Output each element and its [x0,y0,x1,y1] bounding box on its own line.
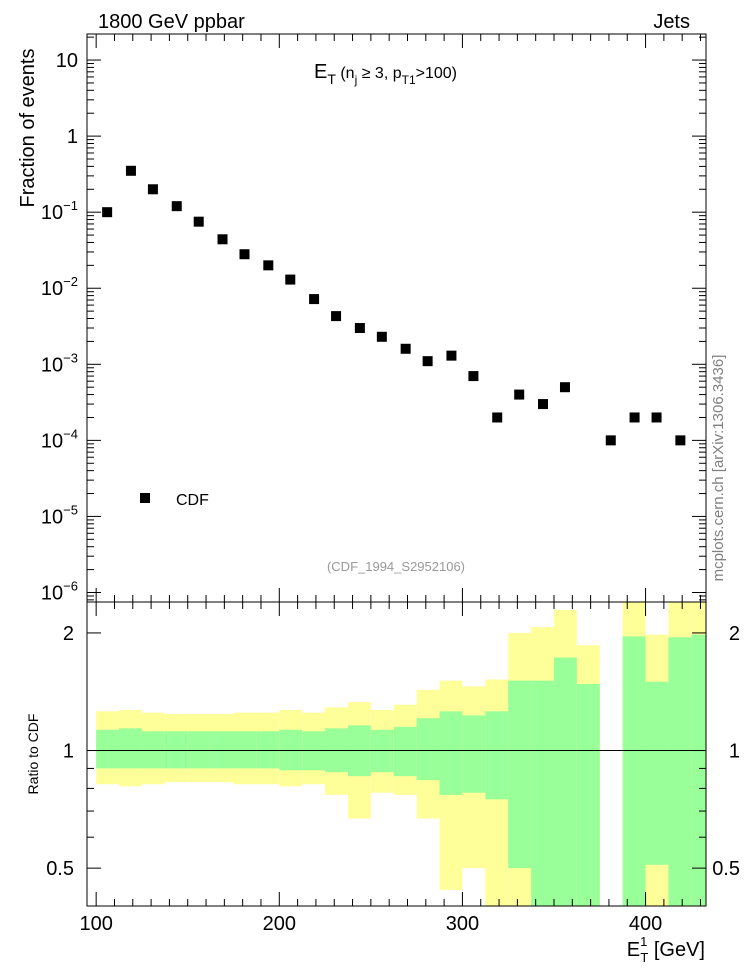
main-y-tick-label: 10−6 [41,578,78,604]
legend: CDF [140,492,209,509]
xlabel-rest: [GeV] [648,939,705,961]
xlabel-main: E [627,939,640,961]
ratio-band-inner [508,680,532,869]
ratio-band-inner [439,711,463,795]
x-axis-label: E1 T [GeV] [627,934,705,965]
data-point [400,343,411,354]
legend-marker [140,493,150,503]
data-point [217,234,228,245]
data-point [376,331,387,342]
legend-label: CDF [176,492,209,509]
ratio-band-inner [531,680,554,906]
ratio-y-tick-label: 2 [63,623,74,645]
header-right-label: Jets [653,11,690,33]
xlabel-sup: 1 [640,934,647,949]
ratio-band-inner [210,731,234,769]
x-tick-label: 300 [446,913,479,935]
title-sub3: T1 [402,73,416,87]
data-point [102,207,113,218]
ratio-y-tick-label-right: 0.5 [712,858,740,880]
ratio-bands [96,602,706,906]
data-point [239,249,250,260]
ratio-y-tick-label-right: 2 [729,623,740,645]
side-watermark-label: mcplots.cern.ch [arXiv:1306.3436] [710,355,727,582]
ratio-band-inner [416,718,440,781]
ratio-band-inner [645,681,669,865]
data-point [468,371,479,382]
main-y-tick-label: 10−3 [41,350,78,376]
main-y-tick-label: 10 [56,50,78,72]
title-sub2: j [354,73,358,87]
main-y-axis-label: Fraction of events [17,49,39,208]
ratio-y-axis-label: Ratio to CDF [25,714,41,795]
ratio-band-inner [622,636,646,906]
title-rest3: >100) [416,65,457,82]
ratio-band-inner [485,711,509,800]
ratio-y-axis: 2 2 1 1 0.5 0.5 [46,623,740,907]
xlabel-sub: T [640,950,648,965]
ratio-band-inner [576,684,600,906]
ratio-band-inner [164,731,188,769]
main-y-tick-label: 10−4 [41,426,78,452]
analysis-annotation: (CDF_1994_S2952106) [327,559,465,574]
data-point [446,350,457,361]
ratio-band-inner [187,731,211,769]
ratio-frame [86,601,707,907]
main-y-tick-label: 10−2 [41,274,78,300]
data-point [492,412,503,423]
x-tick-label: 200 [263,913,296,935]
data-point [514,389,525,400]
ratio-panel: 2 21 10.5 0.5 100 200 300 400 Ratio to CDF E1 T… [25,601,740,965]
x-tick-label: 100 [79,913,112,935]
title-rest: (n [336,65,355,82]
ratio-band-inner [393,726,417,777]
data-point [538,399,549,410]
main-frame [86,33,707,603]
data-point [125,165,136,176]
data-point [559,382,570,393]
main-chart-title: ET (nj ≥ 3, pT1>100) [314,61,457,87]
ratio-band-inner [96,729,120,769]
data-point [309,294,320,305]
main-y-axis: 10 1 10−1 10−2 10−3 10−4 10−5 10−6 [41,36,706,604]
main-panel: 10 1 10−1 10−2 10−3 10−4 10−5 10−6 Fraction of … [17,33,707,604]
data-point [285,274,296,285]
ratio-y-tick-label: 1 [63,741,74,763]
ratio-band-inner [141,731,165,769]
data-point [147,184,158,195]
ratio-x-axis: 100 200 300 400 [79,602,702,935]
data-point [422,356,433,367]
ratio-band-inner [119,728,142,769]
x-tick-label: 400 [629,913,662,935]
main-y-tick-label: 10−5 [41,502,78,528]
ratio-band-inner [233,731,257,769]
data-point [263,260,274,271]
data-point [331,311,342,322]
main-y-tick-label: 10−1 [41,198,78,224]
data-point [171,201,182,212]
ratio-band-inner [462,715,486,793]
main-y-tick-label: 1 [67,126,78,148]
data-point [354,323,365,334]
data-point [629,412,640,423]
header-left-label: 1800 GeV ppbar [98,11,245,33]
main-x-ticks [95,34,702,602]
main-plot-area [102,165,686,446]
ratio-band-inner [668,637,692,906]
ratio-y-tick-label-right: 1 [729,741,740,763]
data-point [605,435,616,446]
data-point [675,435,686,446]
data-point [193,216,204,227]
title-rest2: ≥ 3, p [357,65,401,82]
ratio-y-tick-label: 0.5 [46,858,74,880]
data-point [651,412,662,423]
ratio-band-inner [256,731,280,769]
title-main: E [314,61,327,83]
ratio-band-inner [553,657,577,906]
ratio-band-inner [691,634,706,906]
title-sub: T [327,71,336,87]
